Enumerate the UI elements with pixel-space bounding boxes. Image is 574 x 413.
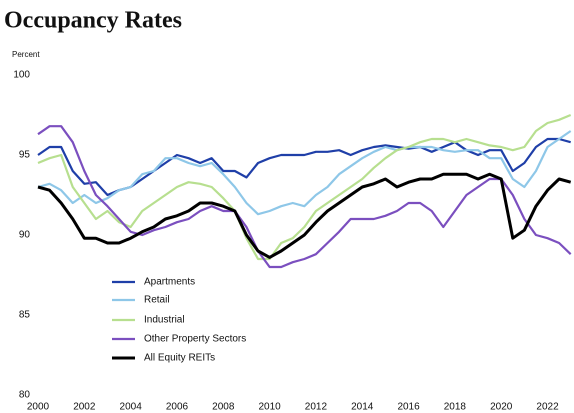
- series-line: [37, 125, 572, 269]
- series-line: [37, 172, 572, 259]
- x-tick-label: 2016: [397, 402, 420, 413]
- series-line: [37, 130, 572, 216]
- x-tick-label: 2014: [351, 402, 374, 413]
- legend-label: Apartments: [144, 277, 195, 288]
- x-tick-label: 2020: [490, 402, 513, 413]
- legend-label: All Equity REITs: [144, 353, 215, 364]
- y-tick-label: 100: [13, 70, 30, 81]
- x-tick-label: 2018: [444, 402, 467, 413]
- x-tick-label: 2022: [536, 402, 559, 413]
- series-line: [37, 137, 571, 197]
- series-line: [37, 113, 572, 261]
- y-tick-label: 85: [19, 310, 31, 321]
- x-tick-label: 2002: [73, 402, 96, 413]
- legend-label: Industrial: [144, 315, 185, 326]
- x-tick-label: 2010: [258, 402, 281, 413]
- x-tick-label: 2008: [212, 402, 235, 413]
- chart-title: Occupancy Rates: [4, 8, 182, 34]
- y-axis-label: Percent: [12, 50, 40, 59]
- x-tick-label: 2004: [120, 402, 143, 413]
- x-tick-label: 2012: [305, 402, 328, 413]
- legend-label: Other Property Sectors: [144, 334, 246, 345]
- legend-label: Retail: [144, 295, 170, 306]
- x-tick-label: 2006: [166, 402, 189, 413]
- y-tick-label: 95: [19, 150, 31, 161]
- x-tick-label: 2000: [27, 402, 50, 413]
- y-tick-label: 80: [19, 390, 31, 401]
- y-tick-label: 90: [19, 230, 31, 241]
